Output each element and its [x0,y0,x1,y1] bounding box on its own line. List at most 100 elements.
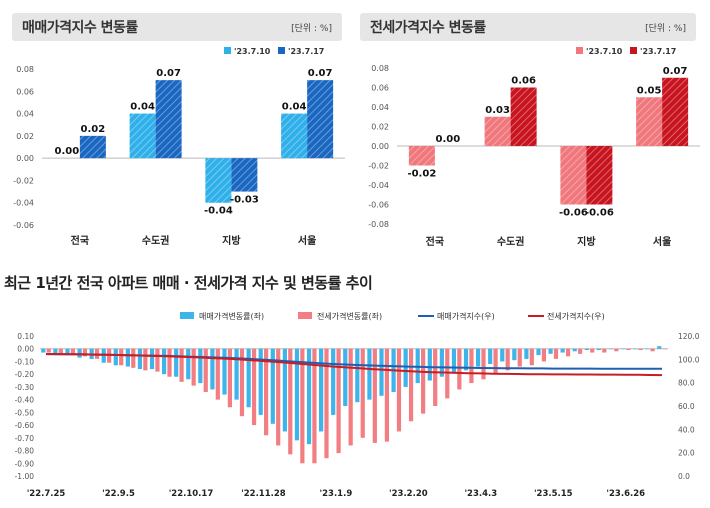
bar [129,113,156,159]
y-tick-label: 0.02 [371,123,389,132]
bar [481,348,486,380]
y-tick-label: -0.04 [13,199,34,208]
sale-chart-title: 매매가격지수 변동률 [22,20,138,36]
legend-swatch [180,312,194,319]
bar [396,348,402,432]
data-label: 0.04 [130,102,155,113]
bar [205,158,232,203]
y-tick-label: 0.04 [16,110,34,119]
bar [541,348,546,362]
bar [143,348,148,371]
left-axis-tick-label: -0.60 [15,421,35,430]
bar [620,348,626,350]
left-axis-tick-label: -0.80 [15,447,35,456]
bar [41,348,46,353]
bar [231,158,258,192]
legend-label: '23.7.17 [640,47,676,56]
left-axis-tick-label: 0.10 [17,332,34,341]
bar [469,348,474,384]
right-axis-tick-label: 40.0 [678,425,695,434]
data-label: -0.02 [407,169,436,180]
category-label: 지방 [222,234,241,247]
bar [234,348,239,400]
sale-change-bar-chart: 0.080.060.040.020.00-0.02-0.04-0.060.000… [13,47,345,247]
left-axis-tick-label: 0.00 [17,345,34,354]
bar [517,348,522,367]
legend-swatch [298,312,312,319]
legend-label: 전세가격변동률(좌) [317,311,382,321]
data-label: 0.00 [436,134,461,145]
bar [427,348,432,381]
bar [484,116,511,146]
y-tick-label: 0.04 [371,103,389,112]
bar [246,348,251,408]
bar [210,348,215,390]
bar [53,348,58,354]
bar [372,348,377,443]
bar [476,348,481,367]
legend-label: 매매가격변동률(좌) [199,311,264,321]
y-tick-label: -0.08 [368,220,389,229]
jeonse-chart-unit: [단위 : %] [645,23,686,34]
bar [312,348,317,464]
bar [463,348,469,371]
bar [137,348,143,370]
bar [319,348,324,432]
yearly-trend-combo-chart: 0.10 0.00 -0.10 -0.20 -0.30 -0.40 -0.50 -0.60 -0… [15,311,700,499]
bar [215,348,220,400]
data-label: -0.03 [230,195,259,206]
bar [125,348,130,367]
bar [282,348,287,432]
data-label: 0.07 [308,68,333,79]
data-label: 0.06 [511,76,536,87]
sale-chart-unit: [단위 : %] [291,23,332,34]
data-label: 0.04 [282,102,307,113]
bar [408,348,414,422]
bar [203,348,208,392]
data-label: 0.07 [663,66,688,77]
x-tick-label: '23.2.20 [389,489,428,499]
bar [131,348,136,368]
y-tick-label: -0.02 [13,176,34,185]
bar [324,348,329,459]
y-tick-label: -0.02 [368,162,389,171]
bar [493,348,498,375]
bar [602,348,607,353]
y-tick-label: 0.00 [16,154,34,163]
bar [500,348,505,362]
bar [58,348,63,354]
bar [281,113,308,159]
y-tick-label: 0.08 [16,65,34,74]
bar [264,348,269,436]
jeonse-change-bar-chart: 0.08 0.06 0.04 0.02 0.00 -0.02 -0.04 -0.06 -0.08… [368,47,700,248]
bar [191,348,196,386]
bar [306,348,312,445]
bar [384,348,389,442]
series-line [45,353,663,377]
bar [560,348,565,353]
bar [633,348,638,350]
y-tick-label: -0.06 [368,201,389,210]
y-tick-label: 0.02 [16,132,34,141]
bar [174,348,179,377]
data-label: -0.06 [585,208,614,219]
x-tick-label: '22.11.28 [241,489,286,499]
trend-chart-title: 최근 1년간 전국 아파트 매매 · 전세가격 지수 및 변동률 추이 [4,274,373,292]
left-axis-tick-label: -0.20 [15,370,35,379]
bar [294,348,300,441]
bar [586,146,613,205]
bar [645,348,650,350]
bar [239,348,245,417]
bar [360,348,365,438]
bar [650,348,655,352]
legend-label: '23.7.10 [586,47,623,56]
bar [113,348,118,366]
bar [614,348,619,352]
left-axis-tick-label: -0.10 [15,357,35,366]
bar [79,135,106,159]
bar [155,348,160,372]
data-label: 0.03 [485,105,510,116]
sale-chart-title-bar: 매매가격지수 변동률 [단위 : %] [12,13,342,41]
legend-swatch [630,47,637,54]
legend-swatch [224,47,231,54]
